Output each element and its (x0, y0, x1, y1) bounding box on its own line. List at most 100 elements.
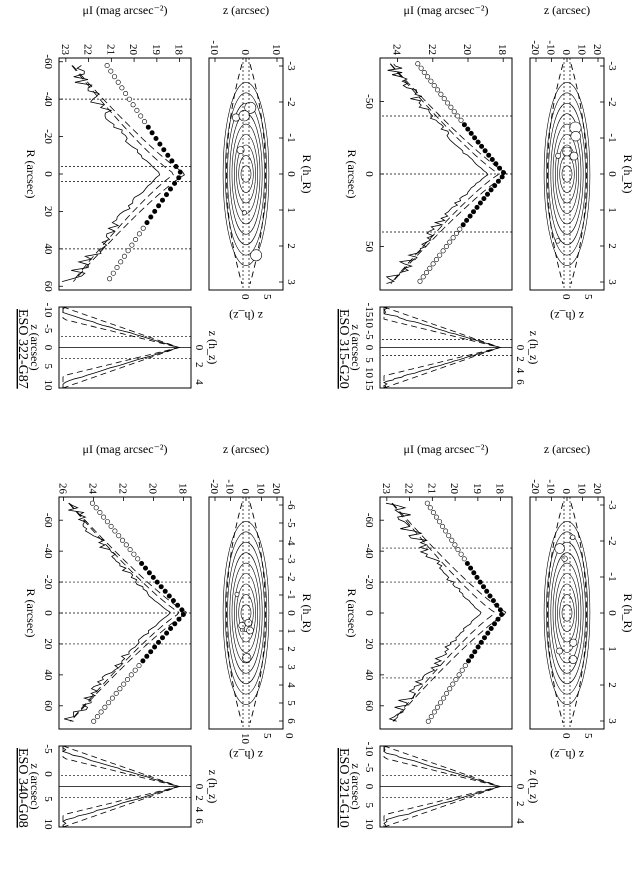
radial-x-tick-label: 0 (363, 610, 375, 616)
radial-y-tick-label: 23 (380, 483, 392, 495)
radial-x-tick-label: 60 (363, 700, 375, 712)
radial-y-tick-label: 18 (494, 483, 506, 495)
isophote-contour (227, 102, 265, 246)
profile-data-point (421, 70, 427, 76)
vertical-x-tick-label: 10 (363, 819, 375, 831)
profile-data-point (460, 222, 466, 228)
masked-star (570, 131, 581, 142)
right-z-tick-label: 5 (261, 294, 273, 300)
contour-y-tick-label: 0 (560, 489, 572, 495)
isophote-contour (229, 552, 263, 674)
radial-y-tick-label: 22 (403, 483, 415, 494)
profile-data-point (118, 259, 124, 265)
radial-y-axis-label: μI (mag arcsec⁻²) (404, 442, 489, 456)
radial-x-axis-label: R (arcsec) (24, 150, 38, 199)
profile-data-point (490, 598, 496, 604)
isophote-contour (555, 134, 580, 214)
profile-data-point (117, 686, 123, 692)
masked-star (569, 638, 578, 647)
profile-data-point (114, 264, 120, 270)
profile-data-point (493, 161, 499, 167)
profile-data-point (161, 147, 167, 153)
isophote-contour (559, 594, 575, 632)
contour-y-tick-label: -20 (529, 40, 541, 55)
profile-data-point (424, 500, 430, 506)
isophote-contour (234, 134, 259, 214)
profile-data-point (180, 612, 186, 618)
profile-data-point (461, 556, 467, 562)
contour-top-tick-label: 3 (285, 279, 297, 285)
profile-data-point (446, 533, 452, 539)
radial-y-tick-label: 19 (150, 44, 162, 56)
profile-data-point (108, 68, 114, 74)
radial-x-tick-label: -20 (363, 575, 375, 590)
radial-x-tick-label: -60 (42, 513, 54, 528)
contour-top-tick-label: -3 (606, 500, 618, 510)
profile-data-point (477, 579, 483, 585)
masked-star (562, 146, 572, 157)
vertical-top-tick-label: 4 (193, 807, 205, 813)
model-profile-dashed (392, 502, 507, 722)
profile-data-point (136, 663, 142, 669)
profile-data-point (465, 658, 471, 664)
vertical-top-tick-label: 4 (514, 818, 526, 824)
panel-eso-315-g20: ESO 315-G20 -3 -2 -1 0 1 2 3 R (h_R) -20 -10 0 10 20 z… (321, 0, 642, 439)
isophote-contour (229, 113, 263, 235)
profile-data-point (113, 690, 119, 696)
profile-data-point (444, 100, 450, 106)
isophote-contour (548, 541, 586, 685)
profile-data-point (130, 102, 136, 108)
profile-data-point (116, 533, 122, 539)
profile-data-point (479, 143, 485, 149)
radial-y-tick-label: 20 (147, 483, 159, 495)
masked-star (561, 555, 568, 562)
contour-top-tick-label: -2 (606, 536, 618, 545)
vertical-model-dashed (62, 306, 181, 389)
profile-data-point (139, 561, 145, 567)
profile-data-point (456, 672, 462, 678)
profile-data-point (482, 148, 488, 154)
contour-top-tick-label: 5 (285, 700, 297, 706)
profile-data-point (474, 204, 480, 210)
profile-data-point (448, 104, 454, 110)
radial-x-axis-label: R (arcsec) (345, 150, 359, 199)
profile-data-point (433, 257, 439, 263)
radial-y-tick-label: 24 (87, 483, 99, 495)
profile-data-point (447, 239, 453, 245)
radial-y-axis-label: μI (mag arcsec⁻²) (404, 3, 489, 17)
contour-y-tick-label: -20 (529, 479, 541, 494)
vertical-x-tick-label: -10 (42, 303, 54, 318)
profile-data-point (126, 96, 132, 102)
profile-data-point (417, 278, 423, 284)
masked-star (236, 146, 245, 154)
profile-data-point (499, 174, 505, 180)
profile-data-point (427, 505, 433, 511)
profile-data-point (436, 519, 442, 525)
profile-data-point (104, 62, 110, 68)
isophote-contour (236, 144, 256, 204)
profile-data-point (450, 681, 456, 687)
contour-top-tick-label: 0 (606, 171, 618, 177)
profile-data-point (154, 579, 160, 585)
profile-data-point (176, 175, 182, 181)
profile-data-point (441, 96, 447, 102)
profile-data-point (152, 644, 158, 650)
contour-y-tick-label: 20 (270, 483, 282, 495)
profile-data-point (128, 672, 134, 678)
profile-data-point (167, 186, 173, 192)
vertical-top-tick-label: 4 (514, 368, 526, 374)
contour-top-tick-label: 3 (606, 718, 618, 724)
profile-data-point (489, 157, 495, 163)
right-z-tick-label: 0 (283, 733, 295, 739)
profile-data-point (430, 261, 436, 267)
isophote-contour (552, 562, 582, 664)
profile-data-point (135, 556, 141, 562)
contour-y-tick-label: 0 (239, 50, 251, 56)
profile-data-point (159, 197, 165, 203)
profile-data-point (443, 244, 449, 250)
profile-data-point (481, 635, 487, 641)
vertical-model-dashed (383, 745, 502, 828)
contour-top-tick-label: 0 (285, 610, 297, 616)
isophote-contour (552, 123, 582, 225)
